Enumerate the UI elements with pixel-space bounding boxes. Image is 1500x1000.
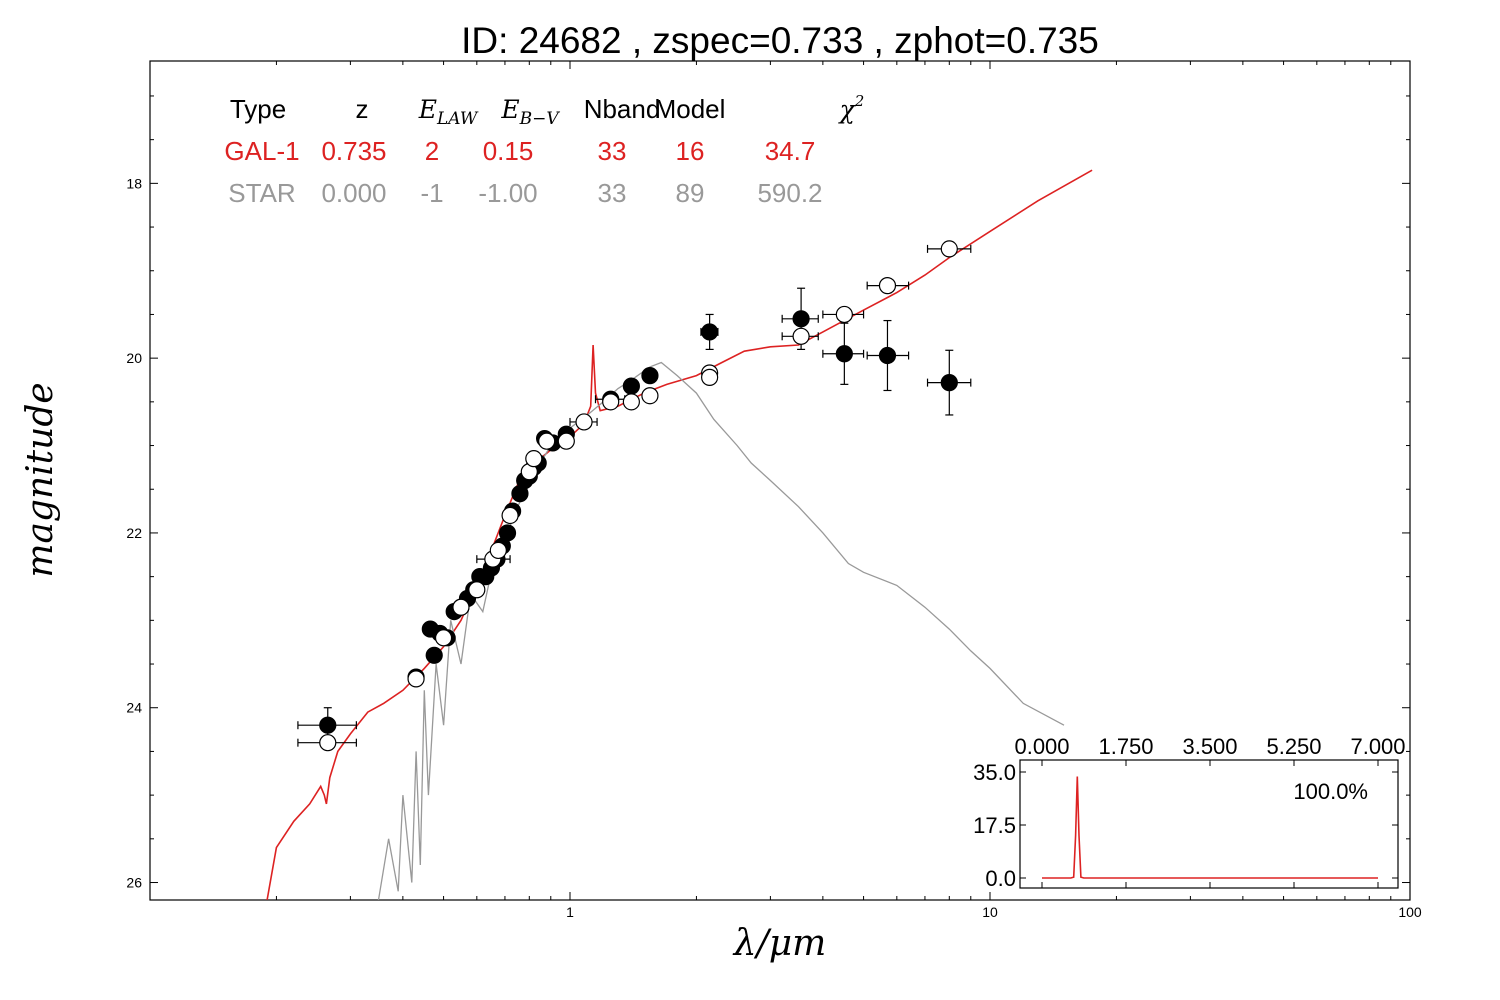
observed-point — [866, 319, 910, 392]
series-layer — [266, 169, 1093, 900]
legend-header: Model — [655, 94, 726, 124]
inset-y-tick-label: 35.0 — [973, 760, 1016, 785]
observed-point — [926, 349, 972, 416]
legend-header: Nband — [584, 94, 661, 124]
points-layer — [297, 240, 972, 752]
model-point — [501, 506, 519, 525]
x-tick-label: 10 — [982, 904, 998, 920]
galaxy-legend-cell: 16 — [676, 136, 705, 166]
inset-x-tick-label: 1.750 — [1098, 734, 1153, 759]
model-point — [622, 393, 640, 411]
y-tick-label: 26 — [126, 875, 142, 891]
inset-x-tick-label: 3.500 — [1182, 734, 1237, 759]
model-point — [434, 629, 453, 647]
legend-header: z — [356, 94, 369, 124]
galaxy-template-line — [266, 169, 1093, 900]
observed-point — [498, 524, 517, 542]
observed-point — [622, 377, 640, 395]
y-axis-label: magnitude — [20, 382, 61, 577]
inset-x-tick-label: 7.000 — [1350, 734, 1405, 759]
star-legend-cell: -1.00 — [478, 178, 537, 208]
model-point — [822, 305, 865, 324]
model-point — [297, 734, 357, 752]
plot-border — [149, 60, 1411, 901]
model-point — [602, 393, 620, 411]
model-point — [569, 413, 598, 431]
inset-y-tick-label: 0.0 — [985, 866, 1016, 891]
model-point — [781, 327, 819, 345]
inset-chart: 0.000 1.750 3.500 5.250 7.000 0.0 17.5 35.0 100… — [973, 734, 1405, 891]
model-point — [701, 368, 719, 386]
model-point — [452, 598, 470, 616]
model-point — [538, 432, 556, 450]
galaxy-legend-cell: 2 — [425, 136, 439, 166]
inset-layer: 0.000 1.750 3.500 5.250 7.000 0.0 17.5 35.0 — [973, 734, 1405, 891]
inset-y-tick-label: 17.5 — [973, 813, 1016, 838]
inset-frame — [1019, 759, 1399, 889]
star-legend-cell: -1 — [420, 178, 443, 208]
galaxy-legend-cell: GAL-1 — [224, 136, 299, 166]
pdz-curve — [1042, 776, 1378, 879]
legend-header: ELAW — [418, 95, 479, 129]
model-point — [557, 432, 575, 450]
model-point — [525, 450, 543, 468]
model-point — [468, 581, 486, 599]
inset-x-tick-label: 0.000 — [1014, 734, 1069, 759]
y-tick-label: 22 — [126, 525, 142, 541]
star-legend-cell: STAR — [228, 178, 295, 208]
model-point — [926, 240, 972, 258]
model-point — [489, 541, 507, 560]
inset-annotation: 100.0% — [1293, 779, 1368, 804]
star-legend-cell: 0.000 — [321, 178, 386, 208]
star-template-line — [377, 361, 1065, 900]
observed-point — [511, 485, 529, 503]
legend-header: EB−V — [500, 95, 560, 129]
plot-area — [149, 60, 1411, 901]
model-point — [866, 277, 910, 295]
ticks-layer: 1 10 100 18 20 22 24 26 — [126, 61, 1422, 920]
star-legend-cell: 590.2 — [757, 178, 822, 208]
model-point — [641, 387, 659, 405]
observed-point — [822, 322, 865, 385]
legend-header: χ2 — [838, 92, 865, 124]
model-point — [407, 670, 425, 688]
star-legend-cell: 89 — [676, 178, 705, 208]
chart-title: ID: 24682 , zspec=0.733 , zphot=0.735 — [461, 20, 1099, 61]
x-tick-label: 100 — [1398, 904, 1422, 920]
galaxy-legend-cell: 0.735 — [321, 136, 386, 166]
observed-point — [641, 367, 659, 385]
y-tick-label: 18 — [126, 175, 142, 191]
galaxy-legend-cell: 33 — [598, 136, 627, 166]
star-legend-cell: 33 — [598, 178, 627, 208]
x-tick-label: 1 — [566, 904, 574, 920]
y-tick-label: 24 — [126, 700, 142, 716]
observed-point — [425, 646, 443, 664]
galaxy-legend-cell: 0.15 — [483, 136, 534, 166]
inset-x-tick-label: 5.250 — [1266, 734, 1321, 759]
legend-header: Type — [230, 94, 286, 124]
x-axis-label: λ/μm — [732, 923, 826, 964]
observed-point — [700, 313, 719, 351]
y-tick-label: 20 — [126, 350, 142, 366]
galaxy-legend-cell: 34.7 — [765, 136, 816, 166]
